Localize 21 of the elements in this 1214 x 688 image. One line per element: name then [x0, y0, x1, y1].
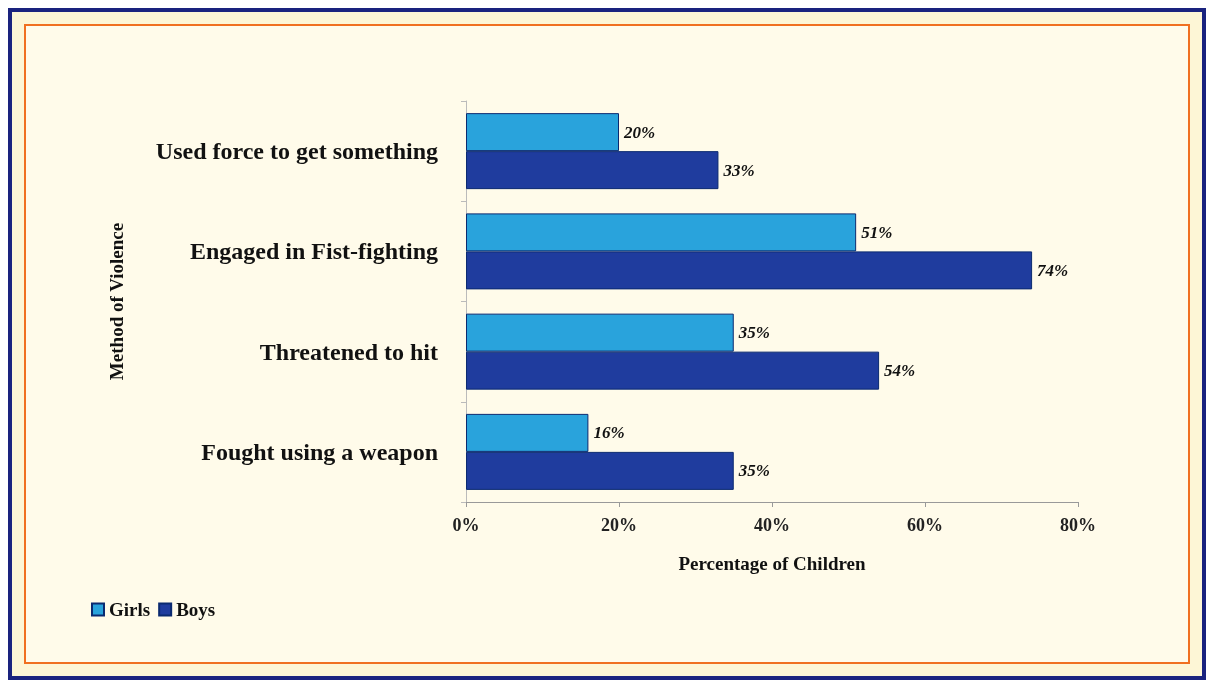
y-tick-label: Threatened to hit	[259, 338, 439, 365]
x-tick-label: 0%	[452, 515, 480, 535]
y-axis-title: Method of Violence	[106, 222, 127, 381]
x-tick-label: 60%	[907, 515, 943, 535]
x-axis-title: Percentage of Children	[678, 553, 867, 574]
data-label: 33%	[722, 160, 755, 180]
data-label: 51%	[861, 222, 893, 242]
data-label: 74%	[1037, 260, 1069, 280]
data-label: 35%	[737, 323, 770, 343]
data-label: 54%	[884, 361, 916, 381]
y-tick-label: Used force to get something	[155, 138, 438, 165]
x-tick-label: 80%	[1060, 515, 1096, 535]
data-label: 20%	[623, 122, 656, 142]
x-tick-label: 40%	[754, 515, 790, 535]
x-tick-label: 20%	[601, 515, 637, 535]
y-tick-label: Engaged in Fist-fighting	[189, 238, 438, 265]
legend-label: Girls	[109, 599, 151, 620]
y-tick-label: Fought using a weapon	[201, 438, 438, 465]
legend-label: Boys	[176, 599, 216, 620]
data-label: 35%	[737, 461, 770, 481]
data-label: 16%	[593, 423, 625, 443]
